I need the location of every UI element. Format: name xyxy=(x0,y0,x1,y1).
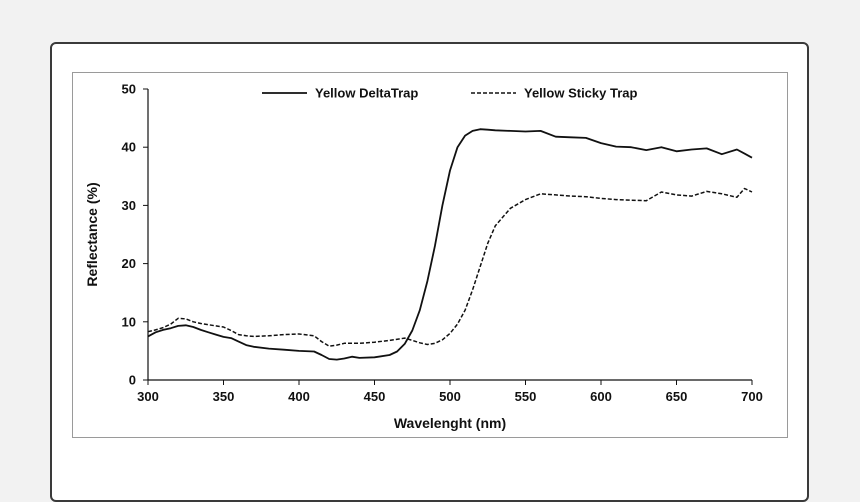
series-line-2 xyxy=(147,187,753,347)
legend-label-2: Yellow Sticky Trap xyxy=(524,86,637,101)
series-layer xyxy=(147,128,753,361)
line-chart: 0 10 20 30 40 50 300 350 400 450 500 550 600 650 700 Y… xyxy=(84,82,763,432)
x-tick-label: 550 xyxy=(515,389,537,404)
y-axis-title: Reflectance (%) xyxy=(84,182,100,286)
legend: Yellow DeltaTrap Yellow Sticky Trap xyxy=(262,86,637,101)
chart-area xyxy=(72,72,788,438)
y-tick-label: 10 xyxy=(122,314,136,329)
x-tick-label: 350 xyxy=(213,389,235,404)
y-tick-label: 20 xyxy=(122,256,136,271)
x-tick-label: 700 xyxy=(741,389,763,404)
x-tick-label: 500 xyxy=(439,389,461,404)
x-axis-title: Wavelenght (nm) xyxy=(394,415,506,431)
y-tick-label: 40 xyxy=(122,140,136,155)
tick-labels: 0 10 20 30 40 50 300 350 400 450 500 550 600 650 700 xyxy=(122,82,763,405)
x-tick-label: 650 xyxy=(666,389,688,404)
series-line-1 xyxy=(147,128,753,361)
x-tick-label: 300 xyxy=(137,389,159,404)
x-tick-label: 600 xyxy=(590,389,612,404)
legend-label-1: Yellow DeltaTrap xyxy=(315,86,418,101)
y-tick-label: 30 xyxy=(122,198,136,213)
y-tick-label: 0 xyxy=(129,373,136,388)
x-tick-label: 450 xyxy=(364,389,386,404)
x-tick-label: 400 xyxy=(288,389,310,404)
y-tick-label: 50 xyxy=(122,82,136,97)
